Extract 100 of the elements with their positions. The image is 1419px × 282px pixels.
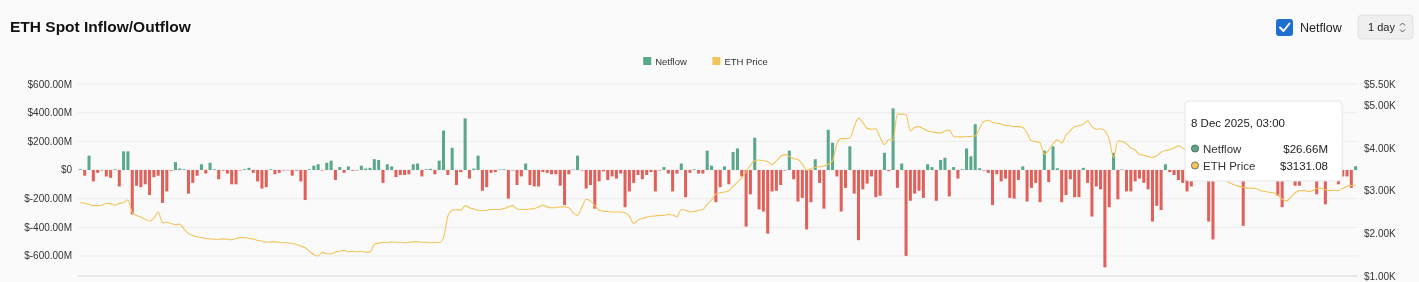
bar	[563, 169, 567, 206]
y2-tick-label: $5.50K	[1364, 78, 1397, 90]
bar	[532, 169, 536, 187]
bar	[264, 169, 268, 188]
y-tick-label: $0	[60, 164, 73, 176]
y2-tick-label: $5.00K	[1364, 99, 1397, 111]
bar	[195, 169, 199, 176]
bar	[774, 169, 778, 191]
y2-tick-label: $1.00K	[1364, 270, 1397, 282]
bar	[1125, 169, 1129, 192]
y-tick-label: $600.00M	[27, 78, 72, 90]
bar	[956, 169, 960, 179]
bar	[381, 169, 385, 183]
bar	[1159, 169, 1163, 211]
annotation: $3131.08	[1280, 159, 1328, 172]
bar	[731, 152, 735, 170]
bar	[441, 130, 446, 170]
bar	[1116, 169, 1120, 200]
bar	[757, 169, 761, 210]
y-tick-label: $-400.00M	[24, 221, 72, 233]
bar	[904, 169, 908, 256]
bar	[1103, 169, 1107, 268]
bar	[398, 169, 402, 175]
bar	[550, 169, 554, 175]
bar	[290, 169, 294, 176]
bar	[895, 169, 899, 188]
bar	[161, 169, 165, 203]
text: 1 day	[1368, 21, 1396, 34]
bar	[714, 169, 718, 203]
bar	[139, 169, 143, 188]
bar	[701, 169, 705, 174]
bar	[87, 155, 91, 170]
bar	[480, 169, 484, 191]
chart-title: ETH Spot Inflow/Outflow	[10, 18, 192, 35]
bar	[1133, 169, 1137, 182]
bar	[342, 169, 346, 173]
bar	[467, 169, 471, 179]
bar	[722, 166, 726, 170]
bar	[148, 169, 152, 196]
bar	[614, 169, 618, 179]
bar	[744, 169, 748, 227]
bar	[1349, 169, 1353, 188]
bar	[329, 160, 333, 170]
bar	[463, 118, 467, 170]
bar	[126, 151, 130, 170]
bar	[640, 169, 644, 180]
bar	[1073, 169, 1077, 198]
bar	[316, 164, 320, 170]
bar	[865, 169, 869, 184]
bar	[1107, 169, 1111, 208]
bar	[1025, 169, 1029, 202]
bar	[947, 169, 951, 197]
bar	[416, 163, 420, 170]
legend-label: Netflow	[655, 55, 688, 67]
bar	[900, 163, 904, 170]
bar	[826, 129, 830, 170]
bar	[230, 169, 234, 185]
bar	[697, 169, 701, 174]
bar	[653, 169, 657, 192]
text: Netflow	[1300, 20, 1343, 35]
bar	[204, 169, 208, 174]
bar	[1142, 169, 1146, 183]
bar	[943, 157, 947, 170]
bar	[554, 169, 558, 175]
bar	[519, 169, 523, 177]
bar	[1060, 169, 1064, 203]
bar	[506, 169, 510, 199]
bar	[411, 164, 415, 170]
bar	[740, 169, 744, 177]
bar	[1094, 169, 1098, 187]
bar	[1345, 169, 1349, 177]
bar	[312, 165, 316, 170]
bar	[684, 169, 688, 198]
bar	[606, 169, 610, 180]
bar	[1181, 169, 1185, 183]
bar	[934, 169, 938, 201]
legend-label: ETH Price	[724, 55, 768, 67]
y-tick-label: $400.00M	[27, 107, 72, 119]
bar	[848, 146, 852, 170]
bar	[130, 169, 134, 215]
bar	[874, 169, 878, 198]
bar	[1354, 166, 1358, 170]
annotation: Netflow	[1203, 142, 1243, 155]
bar	[420, 169, 424, 177]
bar	[1137, 169, 1141, 179]
bar	[679, 163, 683, 170]
bar	[1012, 169, 1016, 199]
bar	[623, 169, 627, 208]
bar	[346, 166, 350, 170]
bar	[186, 169, 190, 194]
bar	[822, 169, 826, 209]
bar	[122, 151, 126, 170]
bar	[926, 164, 930, 170]
bar	[965, 148, 969, 170]
y2-tick-label: $4.00K	[1364, 142, 1397, 154]
y-tick-label: $-200.00M	[24, 193, 72, 205]
bar	[446, 169, 450, 175]
bar	[1008, 169, 1012, 198]
bar	[104, 169, 108, 177]
bar	[1077, 169, 1081, 198]
